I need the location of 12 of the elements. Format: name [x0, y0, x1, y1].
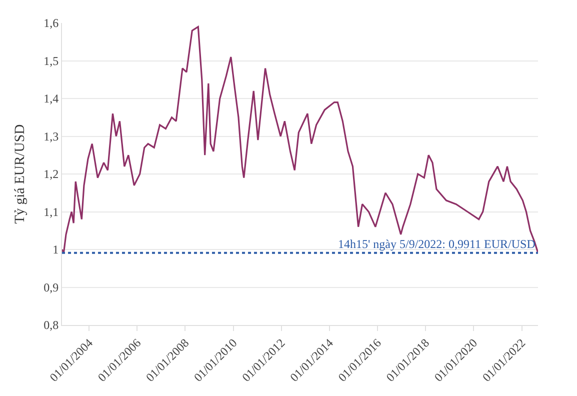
y-tick-label: 0,8 — [44, 318, 59, 332]
y-tick-label: 1 — [52, 242, 59, 257]
y-tick-label: 1,6 — [44, 16, 59, 30]
y-tick-label: 1,5 — [44, 54, 59, 68]
line-series — [62, 26, 538, 254]
y-tick-label: 1,3 — [44, 129, 59, 144]
y-tick-label: 0,9 — [44, 280, 59, 294]
y-tick-label: 1,4 — [44, 92, 59, 106]
y-axis-title: Tỷ giá EUR/USD — [13, 124, 28, 224]
y-tick-label: 1,2 — [44, 167, 59, 182]
y-tick-label: 1,1 — [44, 204, 59, 219]
ref-line-label: 14h15' ngày 5/9/2022: 0,9911 EUR/USD — [338, 237, 536, 251]
